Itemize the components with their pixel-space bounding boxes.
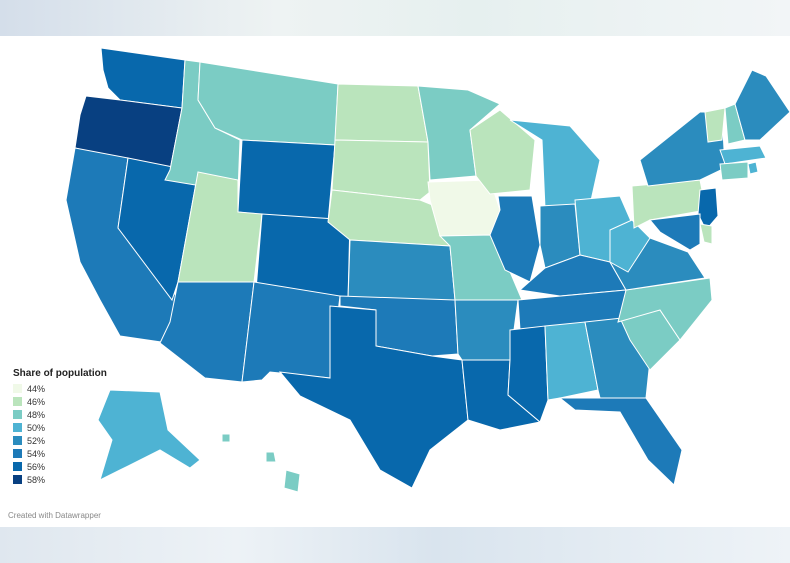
legend-label: 56% xyxy=(27,461,46,472)
legend-label: 46% xyxy=(27,396,46,407)
legend-label: 58% xyxy=(27,474,46,485)
state-maryland xyxy=(649,213,701,251)
legend-item: 48% xyxy=(13,408,107,421)
legend-label: 50% xyxy=(27,422,46,433)
legend-label: 44% xyxy=(27,383,46,394)
legend-label: 48% xyxy=(27,409,46,420)
state-texas xyxy=(278,305,469,489)
state-connecticut xyxy=(719,161,749,181)
state-west-virginia xyxy=(609,219,651,273)
state-rhode-island xyxy=(747,161,759,175)
legend-swatch xyxy=(13,436,22,445)
legend-label: 52% xyxy=(27,435,46,446)
legend-item: 50% xyxy=(13,421,107,434)
legend-swatch xyxy=(13,410,22,419)
state-massachusetts xyxy=(719,145,767,165)
legend-item: 56% xyxy=(13,460,107,473)
state-new-jersey xyxy=(697,187,719,231)
legend-swatch xyxy=(13,384,22,393)
state-florida xyxy=(558,397,683,486)
legend-label: 54% xyxy=(27,448,46,459)
state-new-mexico xyxy=(241,281,341,383)
state-alabama xyxy=(544,321,599,401)
legend: Share of population 44% 46% 48% 50% 52% 54% 56… xyxy=(13,368,107,486)
state-delaware xyxy=(699,223,713,245)
state-north-carolina xyxy=(617,277,713,341)
legend-item: 52% xyxy=(13,434,107,447)
state-kansas xyxy=(347,239,456,301)
datawrapper-credit: Created with Datawrapper xyxy=(8,511,101,520)
legend-swatch xyxy=(13,462,22,471)
top-band xyxy=(0,0,790,36)
us-choropleth-map xyxy=(65,47,790,493)
state-wyoming xyxy=(237,139,336,223)
legend-item: 54% xyxy=(13,447,107,460)
legend-item: 44% xyxy=(13,382,107,395)
state-alaska xyxy=(97,389,201,481)
legend-swatch xyxy=(13,449,22,458)
legend-swatch xyxy=(13,475,22,484)
legend-item: 58% xyxy=(13,473,107,486)
state-wisconsin xyxy=(469,109,536,195)
state-north-dakota xyxy=(334,83,429,143)
state-vermont xyxy=(704,107,726,143)
state-illinois xyxy=(489,195,541,283)
state-arkansas xyxy=(454,299,519,361)
state-maine xyxy=(734,69,790,141)
state-hawaii xyxy=(221,433,301,493)
bottom-band xyxy=(0,527,790,563)
legend-item: 46% xyxy=(13,395,107,408)
legend-swatch xyxy=(13,423,22,432)
legend-title: Share of population xyxy=(13,368,107,379)
legend-swatch xyxy=(13,397,22,406)
state-south-dakota xyxy=(331,139,431,201)
